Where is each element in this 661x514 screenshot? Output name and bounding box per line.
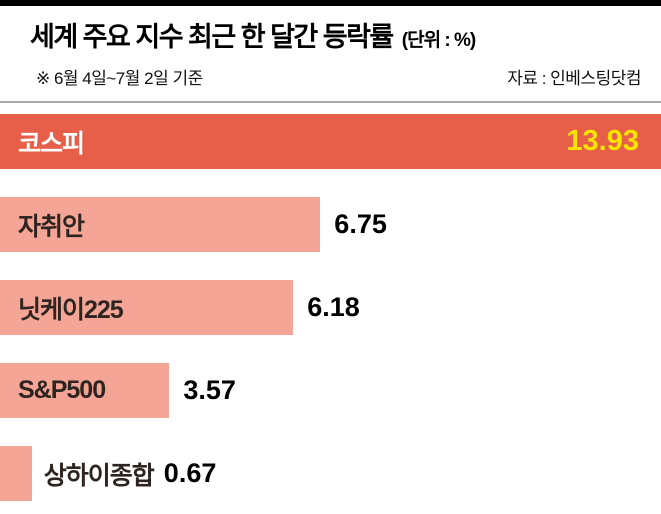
chart-bar: 닛케이225 bbox=[0, 280, 294, 335]
chart-row: 닛케이225 6.18 bbox=[0, 280, 661, 335]
bar-value: 0.67 bbox=[163, 458, 217, 488]
chart-bar: 자취안 bbox=[0, 197, 321, 252]
chart-row: 코스피 13.93 bbox=[0, 114, 661, 169]
bar-value: 13.93 bbox=[566, 125, 639, 157]
page-title: 세계 주요 지수 최근 한 달간 등락률 bbox=[30, 22, 394, 52]
period-note: ※ 6월 4일~7월 2일 기준 bbox=[36, 69, 203, 88]
subtitle-line: ※ 6월 4일~7월 2일 기준 자료 : 인베스팅닷컴 bbox=[30, 64, 645, 89]
title-line: 세계 주요 지수 최근 한 달간 등락률 (단위 : %) bbox=[30, 15, 645, 54]
top-border bbox=[0, 0, 661, 6]
chart-bar: 코스피 13.93 bbox=[0, 114, 661, 169]
chart-bar bbox=[0, 446, 32, 501]
unit-label: (단위 : %) bbox=[401, 30, 476, 51]
bar-label: 상하이종합 bbox=[43, 461, 155, 490]
bar-label: 자취안 bbox=[18, 212, 85, 241]
header-divider bbox=[0, 101, 661, 103]
bar-value: 6.75 bbox=[334, 209, 387, 239]
chart-row: S&P500 3.57 bbox=[0, 363, 661, 418]
chart-header: 세계 주요 지수 최근 한 달간 등락률 (단위 : %) ※ 6월 4일~7월… bbox=[0, 6, 661, 89]
chart-bar: S&P500 bbox=[0, 363, 170, 418]
bar-value: 6.18 bbox=[307, 292, 360, 322]
chart: 코스피 13.93 자취안 6.75 닛케이225 6.18 S&P500 3.57 상하이종합… bbox=[0, 114, 661, 501]
bar-label: 닛케이225 bbox=[18, 295, 124, 324]
bar-value: 3.57 bbox=[183, 375, 236, 405]
bar-label: 코스피 bbox=[18, 129, 85, 158]
bar-label: S&P500 bbox=[18, 376, 106, 404]
chart-row: 상하이종합 0.67 bbox=[0, 446, 661, 501]
source-label: 자료 : 인베스팅닷컴 bbox=[507, 69, 641, 88]
chart-row: 자취안 6.75 bbox=[0, 197, 661, 252]
